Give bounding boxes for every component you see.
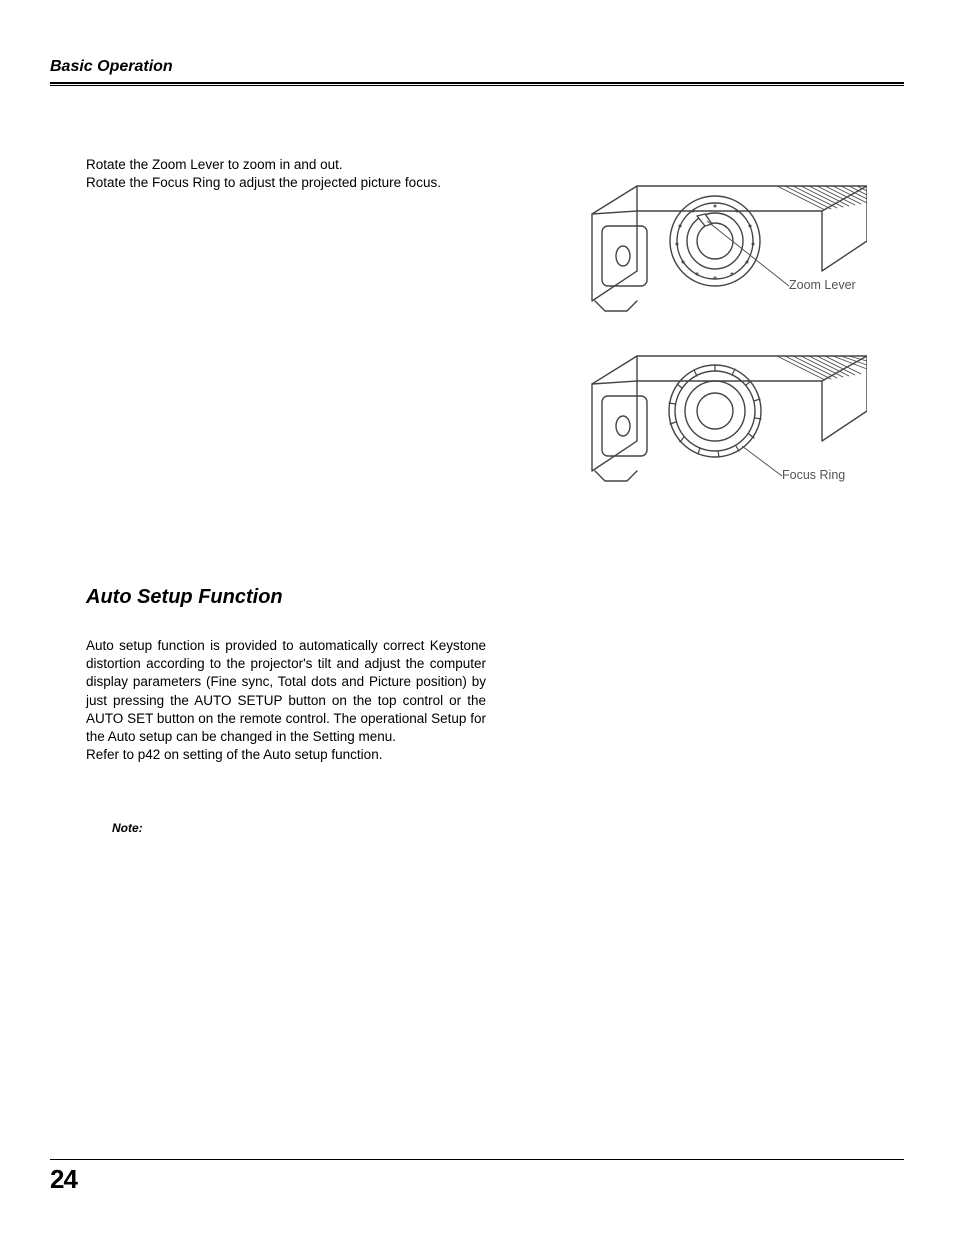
header-rule-thick: [50, 82, 904, 84]
focus-ring-label: Focus Ring: [782, 468, 845, 482]
header-title: Basic Operation: [50, 58, 904, 76]
focus-ring-diagram: Focus Ring: [567, 326, 867, 496]
section-title: Auto Setup Function: [86, 586, 904, 609]
diagram-column: Zoom Lever: [520, 156, 904, 496]
section-body: Auto setup function is provided to autom…: [86, 637, 486, 765]
footer: 24: [50, 1159, 904, 1195]
page: Basic Operation Rotate the Zoom Lever to…: [0, 0, 954, 1235]
page-number: 24: [50, 1164, 904, 1195]
intro-line-1: Rotate the Zoom Lever to zoom in and out…: [86, 156, 520, 174]
zoom-lever-diagram: Zoom Lever: [567, 156, 867, 326]
zoom-lever-label: Zoom Lever: [789, 278, 856, 292]
intro-line-2: Rotate the Focus Ring to adjust the proj…: [86, 174, 520, 192]
content-row: Rotate the Zoom Lever to zoom in and out…: [50, 156, 904, 496]
footer-rule: [50, 1159, 904, 1160]
header-rule-thin: [50, 85, 904, 86]
projector-zoom-illustration: [567, 156, 867, 326]
note-label: Note:: [112, 821, 904, 835]
intro-text: Rotate the Zoom Lever to zoom in and out…: [50, 156, 520, 496]
section-body-text: Auto setup function is provided to autom…: [86, 638, 486, 744]
section-refer-text: Refer to p42 on setting of the Auto setu…: [86, 747, 382, 762]
